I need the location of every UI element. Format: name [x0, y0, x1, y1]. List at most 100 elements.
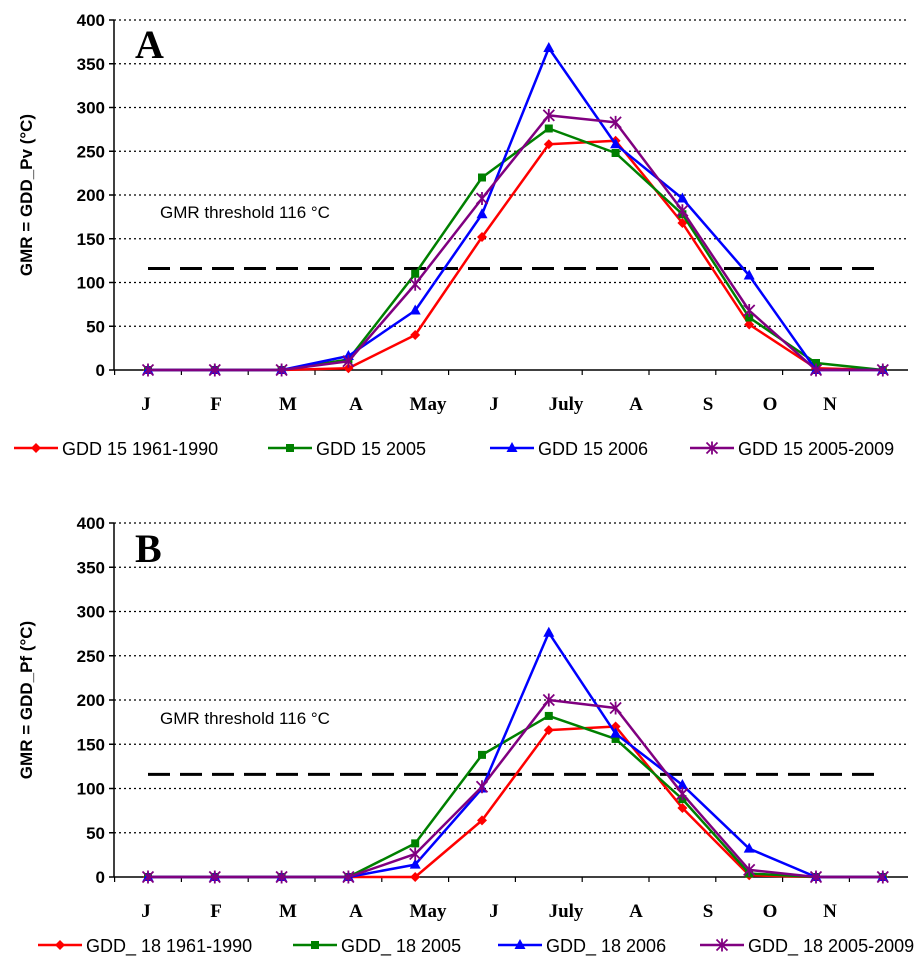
data-point [715, 938, 729, 952]
legend-item: GDD 15 2005 [268, 439, 426, 459]
series-1 [144, 711, 887, 881]
y-tick-label: 200 [77, 691, 105, 710]
x-tick-label: J [489, 901, 499, 922]
data-point [409, 847, 422, 861]
data-point [31, 443, 41, 453]
legend-label: GDD 15 2005 [316, 439, 426, 459]
data-point [809, 870, 823, 884]
data-point [477, 815, 487, 826]
x-tick-label: A [629, 901, 643, 922]
legend-label: GDD 15 2005-2009 [738, 439, 894, 459]
legend-label: GDD_ 18 2005-2009 [748, 936, 914, 957]
data-point [475, 192, 489, 205]
y-tick-label: 300 [77, 99, 105, 118]
y-tick-label: 250 [77, 647, 105, 666]
series-line [148, 114, 883, 372]
x-tick-label: J [489, 394, 499, 415]
x-tick-label: S [703, 394, 714, 415]
series-line [148, 139, 883, 372]
legend-item: GDD_ 18 2006 [498, 936, 666, 957]
data-point [343, 363, 354, 374]
y-tick-label: 100 [77, 780, 105, 799]
data-point [744, 319, 755, 330]
y-tick-label: 100 [77, 274, 105, 293]
data-point [705, 441, 719, 455]
data-point [676, 787, 689, 801]
data-point [411, 839, 420, 848]
legend-item: GDD 15 2006 [490, 439, 648, 459]
data-point [411, 269, 420, 278]
x-tick-label: May [410, 901, 447, 922]
y-tick-label: 350 [77, 55, 105, 74]
data-point [342, 870, 355, 884]
x-tick-label: S [703, 901, 714, 922]
data-point [409, 858, 421, 869]
data-point [676, 192, 688, 203]
legend: GDD 15 1961-1990 GDD 15 2005 GDD 15 2006 GD… [14, 439, 894, 459]
data-point [542, 108, 555, 122]
series-1 [144, 124, 887, 374]
x-tick-label: A [349, 901, 363, 922]
data-point [275, 870, 288, 884]
legend-label: GDD 15 2006 [538, 439, 648, 459]
panel-letter: B [135, 526, 162, 571]
data-point [55, 940, 65, 950]
y-tick-label: 350 [77, 558, 105, 577]
threshold-label: GMR threshold 116 °C [160, 203, 330, 222]
data-point [286, 444, 294, 452]
data-point [410, 330, 421, 340]
data-point [542, 693, 555, 707]
data-point [476, 208, 488, 219]
x-tick-label: J [141, 901, 151, 922]
data-point [208, 870, 221, 884]
y-tick-label: 50 [86, 317, 105, 336]
series-0 [143, 721, 888, 882]
series-2 [142, 626, 889, 881]
y-tick-label: 300 [77, 603, 105, 622]
series-0 [143, 135, 888, 375]
x-tick-label: F [210, 394, 222, 415]
data-point [506, 442, 518, 452]
data-point [311, 941, 319, 949]
data-point [745, 313, 754, 322]
data-point [477, 232, 487, 242]
data-point [610, 138, 622, 149]
data-point [475, 780, 489, 794]
x-tick-label: M [279, 901, 297, 922]
y-tick-label: 400 [77, 514, 105, 533]
series-line [148, 714, 883, 879]
data-point [609, 701, 622, 715]
x-tick-label: July [549, 901, 584, 922]
data-point [514, 939, 526, 949]
data-point [743, 863, 756, 877]
data-point [743, 269, 755, 280]
y-axis-label: GMR = GDD_Pf (°C) [17, 621, 36, 779]
data-point [543, 139, 554, 150]
data-point [743, 304, 756, 317]
data-point [543, 42, 555, 52]
y-tick-label: 150 [77, 735, 105, 754]
data-point [409, 277, 422, 291]
x-tick-label: O [763, 901, 778, 922]
x-tick-label: May [410, 394, 447, 415]
data-point [478, 750, 486, 759]
y-tick-label: 0 [96, 868, 105, 887]
y-axis-label: GMR = GDD_Pv (°C) [17, 114, 36, 276]
x-tick-label: J [141, 394, 151, 415]
data-point [743, 842, 755, 853]
series-line [148, 725, 883, 879]
legend-item: GDD 15 2005-2009 [690, 439, 894, 459]
series-line [148, 631, 883, 879]
x-tick-label: F [210, 901, 222, 922]
legend-item: GDD 15 1961-1990 [14, 439, 218, 459]
y-tick-label: 50 [86, 824, 105, 843]
x-tick-label: O [763, 394, 778, 415]
data-point [543, 626, 555, 637]
x-tick-label: A [349, 394, 363, 415]
data-point [676, 778, 688, 789]
data-point [677, 802, 688, 813]
data-point [611, 149, 620, 157]
y-tick-label: 250 [77, 142, 105, 161]
panel-letter: A [135, 22, 164, 67]
